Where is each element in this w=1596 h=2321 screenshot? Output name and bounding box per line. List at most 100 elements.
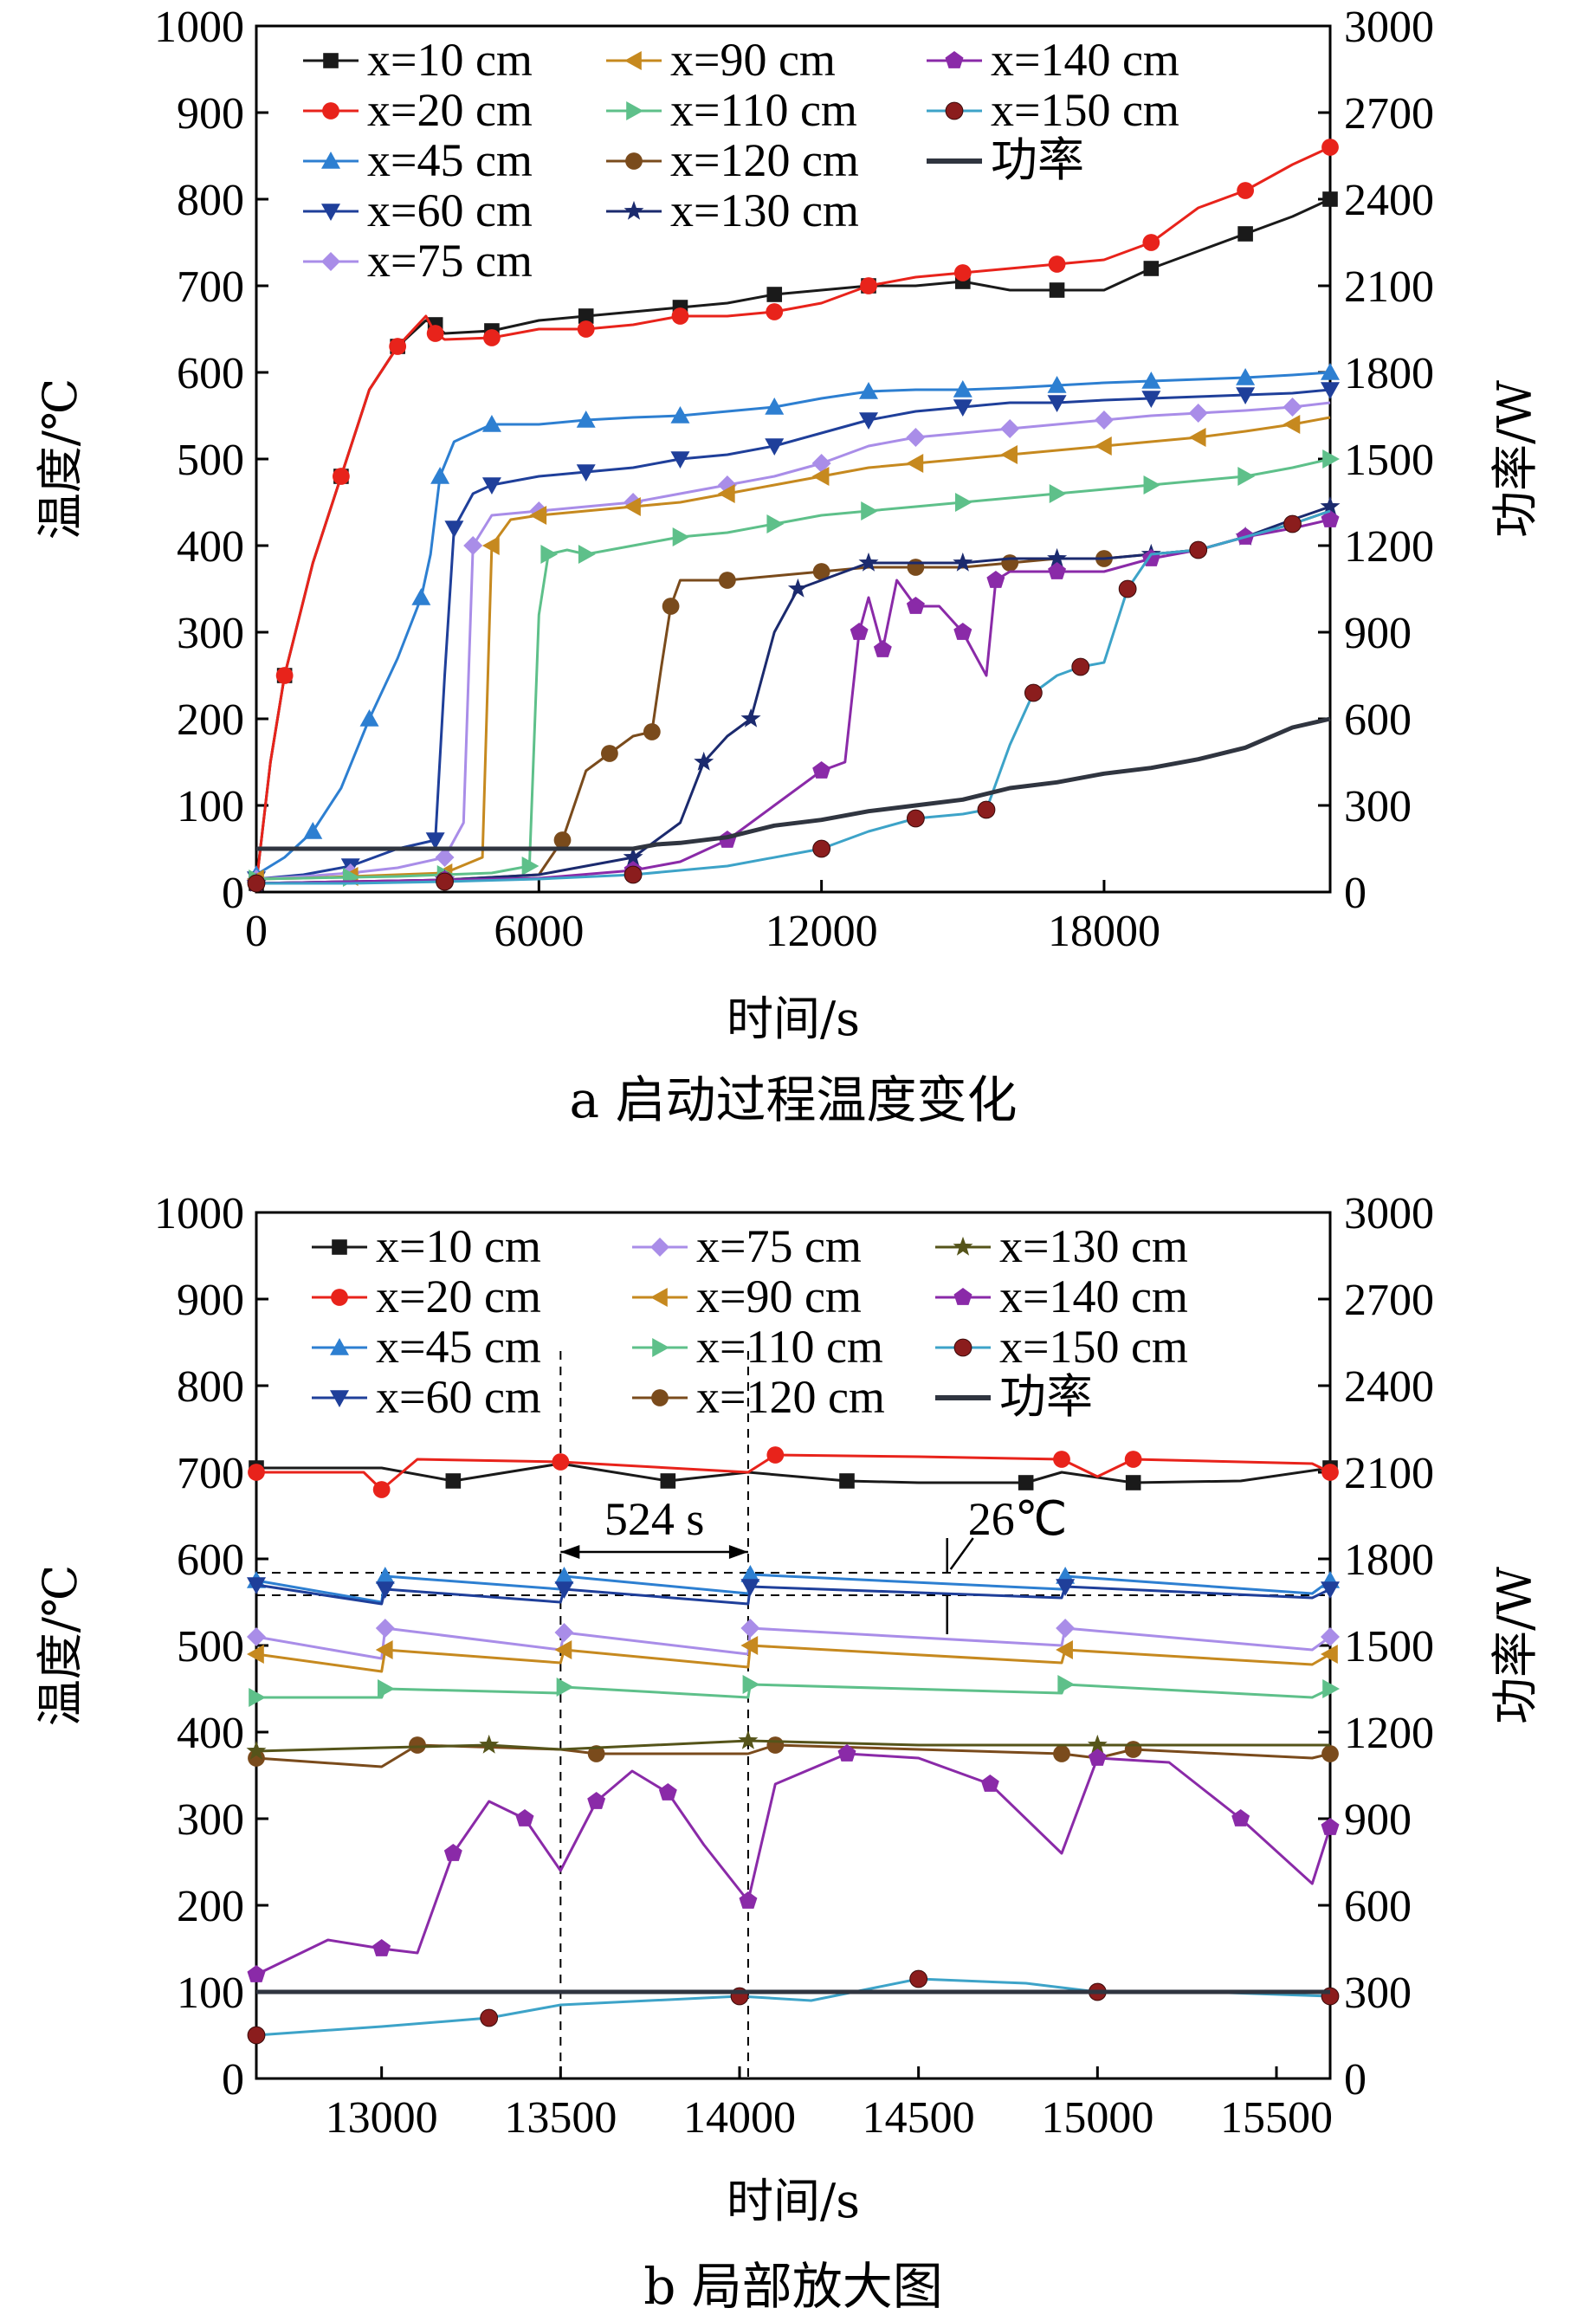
data-point [670,406,690,423]
data-point [811,467,830,486]
data-point [425,832,445,850]
y-tick-label: 200 [177,695,244,745]
y2-tick-label: 2700 [1344,1276,1434,1325]
data-point [873,640,892,657]
data-point [1000,445,1018,464]
legend-marker [323,53,339,68]
y2-tick-label: 3000 [1344,1189,1434,1238]
chart-a-y-label: 温度/℃ [33,378,87,540]
data-point [1141,372,1161,389]
y-tick-label: 1000 [154,1189,244,1238]
data-point [554,1581,574,1599]
chart-a-x-ticks: 0 6000 12000 18000 [245,880,1160,956]
y-tick-label: 700 [177,262,244,312]
data-point [372,1939,391,1956]
y-tick-label: 0 [222,2055,244,2104]
legend-label: x=90 cm [696,1270,862,1322]
data-point [953,552,973,572]
data-point [1047,547,1068,567]
data-point [1188,428,1206,447]
legend-item-power: 功率 [927,134,1084,186]
y-tick-label: 400 [177,1709,244,1758]
chart-b-y2-ticks: 0 300 600 900 1200 1500 1800 2100 2400 2700 3000 [1318,1189,1434,2104]
series-x-75-cm [247,398,1331,889]
legend-item-power: 功率 [935,1371,1093,1423]
data-point [858,552,879,572]
series-x-120-cm [248,509,1331,892]
chart-b-y2-label: 功率/W [1488,1567,1542,1724]
data-point [1024,683,1043,702]
data-point [1118,579,1137,598]
data-point [587,1745,605,1762]
data-point [906,428,926,447]
data-point [247,1627,266,1646]
y2-tick-label: 1200 [1344,522,1434,572]
data-point [953,264,972,281]
data-point [742,1675,760,1694]
data-point [1049,282,1065,298]
data-point [1141,391,1161,408]
y2-tick-label: 0 [1344,869,1367,918]
series-x-90-cm [247,1636,1338,1673]
data-point [839,1473,855,1489]
series-line [255,197,1331,884]
data-point [1049,484,1067,503]
legend-item-x-20-cm: x=20 cm [303,84,533,136]
legend-item-x-140-cm: x=140 cm [927,34,1179,86]
legend-marker [652,1338,669,1357]
series-line [255,416,1331,881]
data-point [953,380,972,398]
data-point [1237,226,1253,242]
legend-item-x-130-cm: x=130 cm [935,1220,1188,1272]
legend-item-x-110-cm: x=110 cm [632,1321,883,1373]
data-point [436,872,454,891]
data-point [766,287,783,302]
data-point [658,1783,677,1801]
data-point [1321,1818,1340,1835]
series-line [256,509,1331,885]
y2-tick-label: 1800 [1344,349,1434,398]
y2-tick-label: 600 [1344,695,1412,745]
y-tick-label: 500 [177,1622,244,1671]
series-line [255,1977,1331,2037]
period-arrow-head-right [728,1545,748,1559]
series-line [255,1626,1331,1660]
legend-marker [651,1389,669,1406]
x-tick-label: 12000 [766,907,878,956]
data-point [1088,1749,1107,1766]
data-point [409,1736,426,1754]
chart-b-x-ticks: 13000 13500 14000 14500 15000 15500 [326,2066,1333,2143]
x-tick-label: 14000 [683,2093,796,2143]
period-annotation: 524 s [604,1493,705,1545]
data-point [953,623,972,640]
legend-label: x=140 cm [991,34,1179,86]
legend-marker [650,1288,668,1307]
legend-marker [321,152,340,169]
series-x-140-cm [247,510,1340,891]
data-point [375,1581,395,1599]
chart-b-x-label: 时间/s [727,2174,860,2228]
data-point [1056,1579,1076,1596]
data-point [1053,1745,1070,1762]
chart-b-series [246,1446,1340,2045]
data-point [859,382,879,399]
data-point [481,477,501,495]
data-point [481,415,501,432]
legend-item-x-120-cm: x=120 cm [606,134,859,186]
data-point [430,467,450,484]
data-point [247,1965,266,1982]
data-point [600,745,618,762]
data-point [1322,1679,1340,1698]
data-point [1053,1451,1070,1468]
x-tick-label: 15000 [1041,2093,1153,2143]
data-point [389,338,407,355]
chart-a: 0 6000 12000 18000 010020030040050060070080… [33,3,1542,1129]
data-point [812,563,830,580]
legend-item-x-90-cm: x=90 cm [606,34,836,86]
legend-item-x-120-cm: x=120 cm [632,1371,885,1423]
chart-a-y2-label: 功率/W [1488,380,1542,538]
data-point [1094,411,1114,430]
data-point [766,514,785,533]
